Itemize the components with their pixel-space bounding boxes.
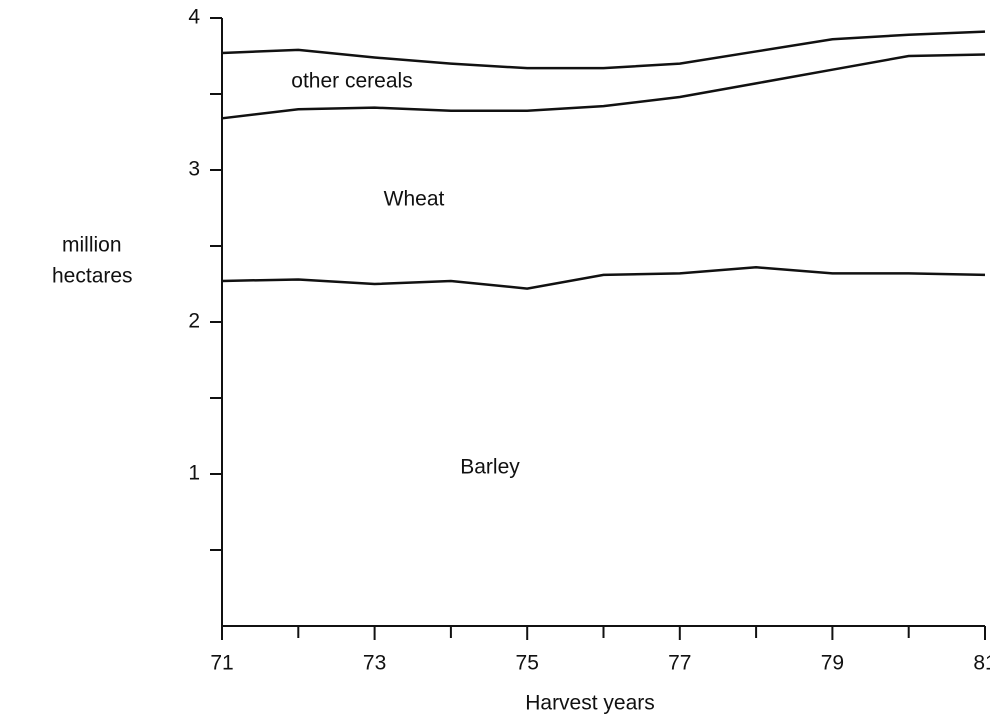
y-axis-label: hectares: [52, 265, 133, 288]
series-label: Wheat: [384, 188, 445, 211]
y-tick-label: 1: [188, 462, 200, 485]
x-tick-label: 77: [668, 652, 691, 675]
y-tick-label: 4: [188, 6, 200, 29]
series-label: Barley: [460, 456, 520, 479]
x-tick-label: 81: [973, 652, 990, 675]
x-tick-label: 73: [363, 652, 386, 675]
y-tick-label: 2: [188, 310, 200, 333]
x-tick-label: 79: [821, 652, 844, 675]
x-axis-label: Harvest years: [525, 692, 655, 715]
x-tick-label: 75: [516, 652, 539, 675]
y-tick-label: 3: [188, 158, 200, 181]
x-tick-label: 71: [210, 652, 233, 675]
series-label: other cereals: [291, 70, 412, 93]
y-axis-label: million: [62, 234, 122, 257]
series-line: [221, 53, 986, 120]
series-line: [221, 30, 986, 70]
series-line: [221, 266, 986, 290]
